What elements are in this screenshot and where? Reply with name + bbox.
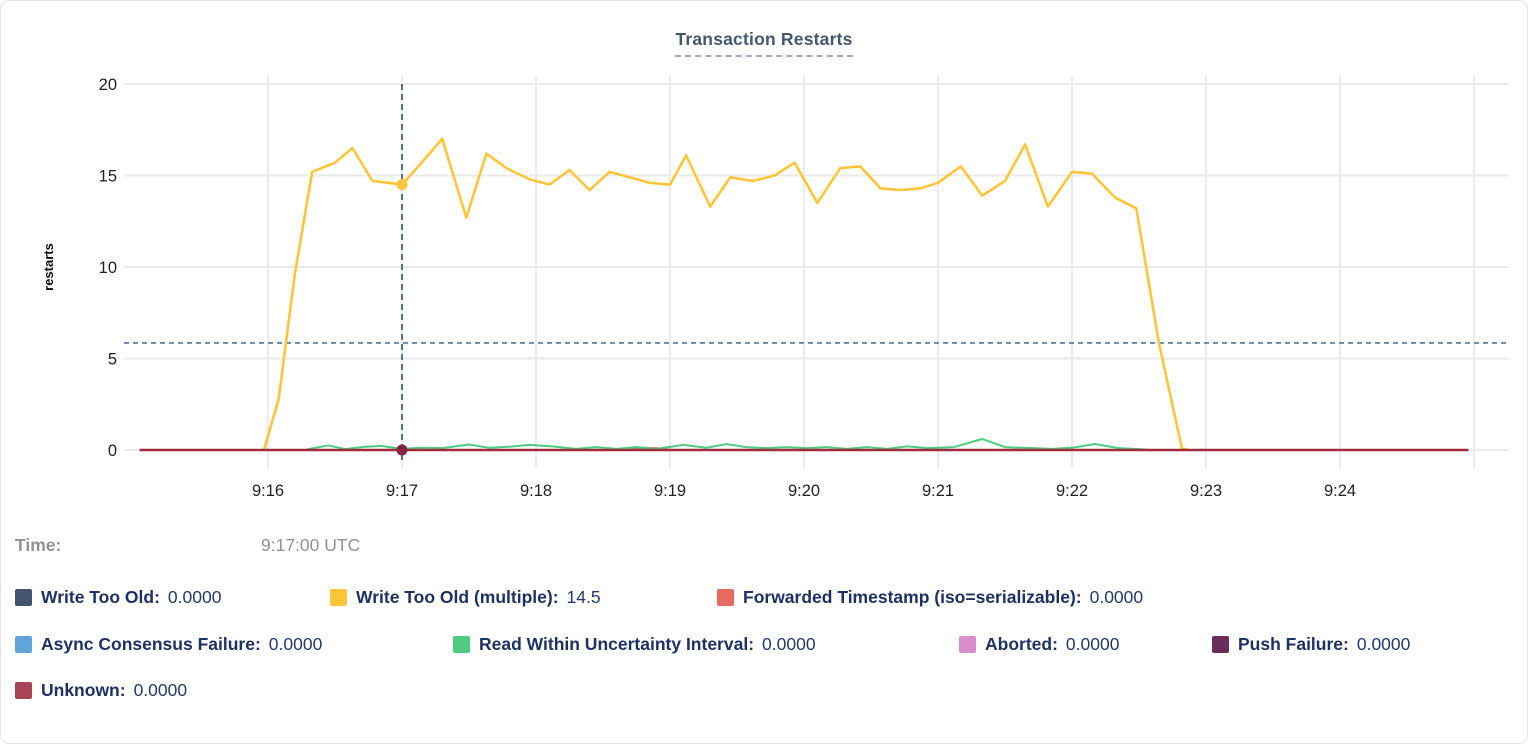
- transaction-restarts-chart[interactable]: 0 5 10 15 20 9:16 9:17 9:18 9:19 9:20 9:21 9:22 9:23…: [1, 1, 1528, 531]
- legend-label: Forwarded Timestamp (iso=serializable):: [743, 587, 1082, 607]
- x-tick-label: 9:22: [1056, 482, 1088, 500]
- legend-swatch: [15, 589, 32, 606]
- x-tick-label: 9:20: [788, 482, 820, 500]
- legend-item: Write Too Old (multiple): 14.5: [330, 587, 601, 608]
- legend-item: Write Too Old: 0.0000: [15, 587, 221, 608]
- legend-row: Write Too Old: 0.0000 Write Too Old (multi…: [15, 587, 1515, 613]
- x-tick-label: 9:16: [252, 482, 284, 500]
- hover-dot-unknown: [396, 444, 408, 456]
- legend-value: 0.0000: [1065, 634, 1120, 654]
- legend-value: 0.0000: [1356, 634, 1411, 654]
- y-tick-label: 5: [108, 351, 117, 369]
- series-line-read-within-uncertainty-interval: [307, 438, 1147, 451]
- legend-item: Push Failure: 0.0000: [1212, 634, 1410, 655]
- legend-value: 0.0000: [167, 587, 222, 607]
- legend-label: Aborted:: [985, 634, 1058, 654]
- x-tick-label: 9:17: [386, 482, 418, 500]
- legend-label: Unknown:: [41, 680, 126, 700]
- y-axis-label: restarts: [41, 243, 56, 291]
- legend-swatch: [453, 636, 470, 653]
- x-tick-label: 9:24: [1324, 482, 1356, 500]
- chart-title-row: Transaction Restarts: [1, 29, 1527, 57]
- legend-swatch: [330, 589, 347, 606]
- x-tick-label: 9:19: [654, 482, 686, 500]
- x-tick-label: 9:18: [520, 482, 552, 500]
- legend-swatch: [717, 589, 734, 606]
- legend-item: Unknown: 0.0000: [15, 680, 187, 701]
- legend-label: Write Too Old (multiple):: [356, 587, 559, 607]
- legend-swatch: [959, 636, 976, 653]
- legend-value: 0.0000: [1089, 587, 1144, 607]
- legend-value: 0.0000: [268, 634, 323, 654]
- y-tick-label: 10: [99, 259, 117, 277]
- legend-label: Push Failure:: [1238, 634, 1349, 654]
- legend-swatch: [15, 682, 32, 699]
- y-tick-label: 15: [99, 168, 117, 186]
- y-tick-label: 0: [108, 442, 117, 460]
- legend-item: Aborted: 0.0000: [959, 634, 1119, 655]
- hover-time-row: Time: 9:17:00 UTC: [15, 535, 1515, 559]
- legend-row: Async Consensus Failure: 0.0000 Read Withi…: [15, 634, 1515, 660]
- legend-row: Unknown: 0.0000: [15, 680, 1515, 706]
- y-tick-label: 20: [99, 76, 117, 94]
- time-label: Time:: [15, 535, 62, 555]
- legend-item: Read Within Uncertainty Interval: 0.0000: [453, 634, 816, 655]
- x-tick-label: 9:23: [1190, 482, 1222, 500]
- legend: Write Too Old: 0.0000 Write Too Old (multi…: [15, 587, 1515, 727]
- legend-item: Forwarded Timestamp (iso=serializable): 0…: [717, 587, 1143, 608]
- legend-swatch: [1212, 636, 1229, 653]
- legend-swatch: [15, 636, 32, 653]
- chart-title[interactable]: Transaction Restarts: [675, 29, 853, 57]
- legend-item: Async Consensus Failure: 0.0000: [15, 634, 322, 655]
- legend-label: Async Consensus Failure:: [41, 634, 261, 654]
- x-tick-label: 9:21: [922, 482, 954, 500]
- legend-label: Read Within Uncertainty Interval:: [479, 634, 755, 654]
- legend-value: 14.5: [566, 587, 601, 607]
- legend-value: 0.0000: [133, 680, 188, 700]
- time-value: 9:17:00 UTC: [261, 535, 361, 555]
- legend-label: Write Too Old:: [41, 587, 160, 607]
- hover-dot-write-too-old-multiple: [396, 179, 408, 191]
- legend-value: 0.0000: [762, 634, 816, 654]
